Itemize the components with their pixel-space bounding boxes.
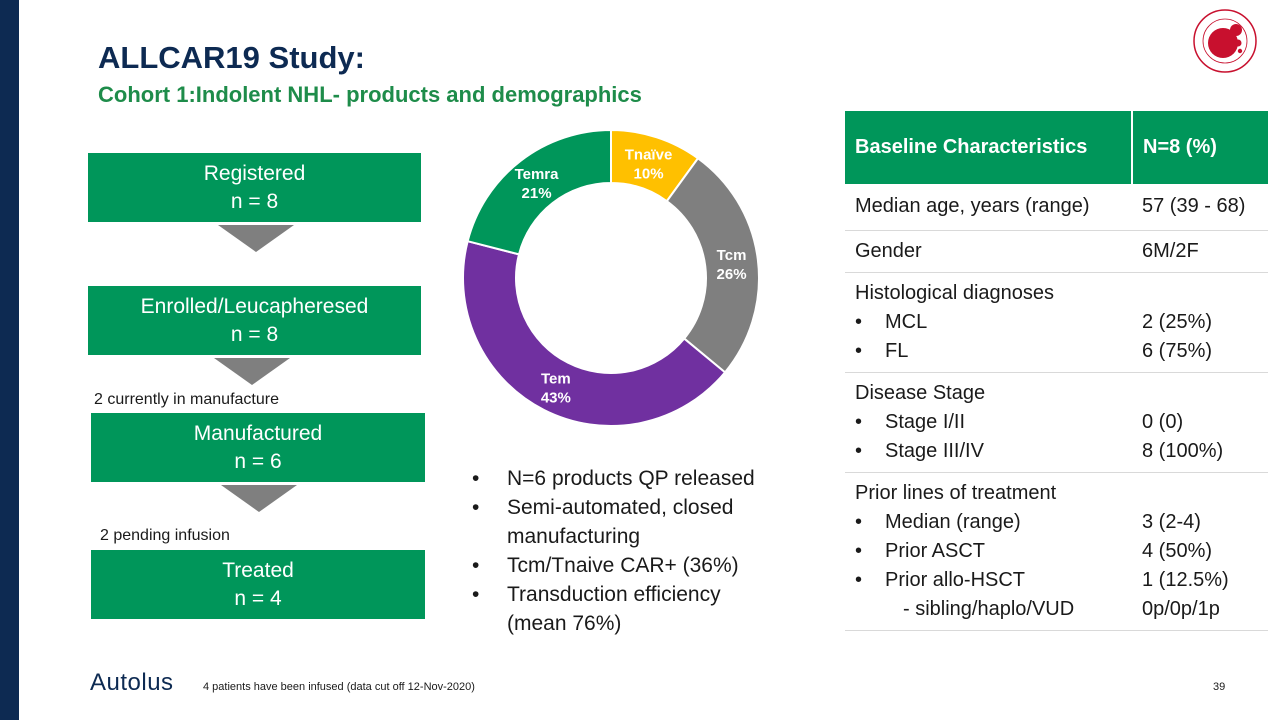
donut-category-label: Temra [515, 166, 560, 183]
sub-item-value: 2 (25%) [1142, 310, 1213, 333]
manufacture-note: 2 currently in manufacture [94, 391, 279, 408]
sub-item-value: 3 (2-4) [1142, 510, 1201, 533]
enrolled-count: n = 8 [230, 322, 279, 346]
row-label: Prior lines of treatment [855, 481, 1057, 504]
sub-item-value: 1 (12.5%) [1142, 568, 1229, 591]
sub-item-value: 0 (0) [1142, 410, 1184, 433]
sub-item-label: FL [855, 337, 1122, 366]
column-header: N=8 (%) [1132, 111, 1268, 184]
row-label: Gender [845, 230, 1132, 273]
enrolled-label: Enrolled/Leucapheresed [140, 294, 369, 318]
registered-box: Registered n = 8 [88, 153, 421, 222]
infusion-note: 2 pending infusion [100, 527, 230, 544]
row-label-group: Prior lines of treatment Median (range) … [845, 472, 1132, 631]
footer-note: 4 patients have been infused (data cut o… [203, 681, 475, 693]
row-label: Disease Stage [855, 381, 986, 404]
donut-value-label: 26% [717, 266, 747, 283]
sub-item-label: Prior allo-HSCT [855, 566, 1122, 595]
donut-slice-temra [466, 128, 612, 256]
row-value-group: 3 (2-4) 4 (50%) 1 (12.5%) 0p/0p/1p [1132, 472, 1268, 631]
sub-item-value: 6 (75%) [1142, 339, 1213, 362]
registered-label: Registered [203, 161, 306, 185]
sub-item-label: Stage I/II [855, 408, 1122, 437]
left-accent-bar [0, 0, 19, 720]
donut-category-label: Tnaïve [625, 146, 673, 163]
registered-count: n = 8 [230, 189, 279, 213]
table-row: Gender 6M/2F [845, 230, 1268, 273]
sub-item-label: Stage III/IV [855, 437, 1122, 466]
table-row: Histological diagnoses MCL FL 2 (25%) 6 … [845, 272, 1268, 373]
row-label-group: Histological diagnoses MCL FL [845, 272, 1132, 373]
table-row: Disease Stage Stage I/II Stage III/IV 0 … [845, 372, 1268, 473]
sub-item-label: Median (range) [855, 508, 1122, 537]
treated-box: Treated n = 4 [91, 550, 425, 619]
treated-label: Treated [222, 558, 294, 582]
table-row: Median age, years (range) 57 (39 - 68) [845, 184, 1268, 231]
slide-title: ALLCAR19 Study: [98, 40, 365, 75]
donut-category-label: Tcm [717, 247, 747, 264]
column-header: Baseline Characteristics [845, 111, 1133, 184]
row-value-group: 0 (0) 8 (100%) [1132, 372, 1268, 473]
sub-item-value: 8 (100%) [1142, 439, 1224, 462]
row-value: 57 (39 - 68) [1132, 184, 1268, 231]
manufactured-count: n = 6 [234, 449, 282, 473]
bullet-item: Tcm/Tnaive CAR+ (36%) [472, 551, 782, 580]
row-value-group: 2 (25%) 6 (75%) [1132, 272, 1268, 373]
donut-slice-tem [462, 239, 727, 427]
product-bullets: N=6 products QP released Semi-automated,… [472, 464, 782, 638]
sub-item-label: Prior ASCT [855, 537, 1122, 566]
table-header-row: Baseline Characteristics N=8 (%) [845, 111, 1268, 184]
baseline-characteristics-table: Baseline Characteristics N=8 (%) Median … [845, 111, 1268, 631]
sub-item-label: - sibling/haplo/VUD [903, 597, 1075, 620]
ash-society-logo [1193, 9, 1257, 73]
donut-value-label: 43% [541, 389, 571, 406]
row-label: Histological diagnoses [855, 281, 1055, 304]
slide-subtitle: Cohort 1:Indolent NHL- products and demo… [98, 82, 642, 107]
autolus-logo: Autolus [90, 669, 174, 697]
row-label-group: Disease Stage Stage I/II Stage III/IV [845, 372, 1132, 473]
down-arrow-icon [218, 225, 294, 252]
down-arrow-icon [221, 485, 297, 512]
donut-value-label: 21% [522, 185, 552, 202]
bullet-item: Semi-automated, closed manufacturing [472, 493, 782, 551]
row-label: Median age, years (range) [845, 184, 1132, 231]
treated-count: n = 4 [234, 586, 282, 610]
sub-item-label: MCL [855, 308, 1122, 337]
bullet-item: N=6 products QP released [472, 464, 782, 493]
bullet-item: Transduction efficiency (mean 76%) [472, 580, 782, 638]
donut-category-label: Tem [541, 370, 571, 387]
manufactured-box: Manufactured n = 6 [91, 413, 425, 482]
manufactured-label: Manufactured [193, 421, 323, 445]
enrolled-box: Enrolled/Leucapheresed n = 8 [88, 286, 421, 355]
row-value: 6M/2F [1132, 230, 1268, 273]
down-arrow-icon [214, 358, 290, 385]
page-number: 39 [1213, 681, 1226, 693]
sub-item-value: 0p/0p/1p [1142, 597, 1220, 620]
sub-item-value: 4 (50%) [1142, 539, 1213, 562]
t-cell-phenotype-donut-chart: Tnaïve 10% Tcm 26% Tem 43% Temra 21% [462, 128, 760, 427]
autolus-logo-text: Autolus [90, 669, 174, 696]
donut-value-label: 10% [634, 165, 664, 182]
table-row: Prior lines of treatment Median (range) … [845, 472, 1268, 631]
